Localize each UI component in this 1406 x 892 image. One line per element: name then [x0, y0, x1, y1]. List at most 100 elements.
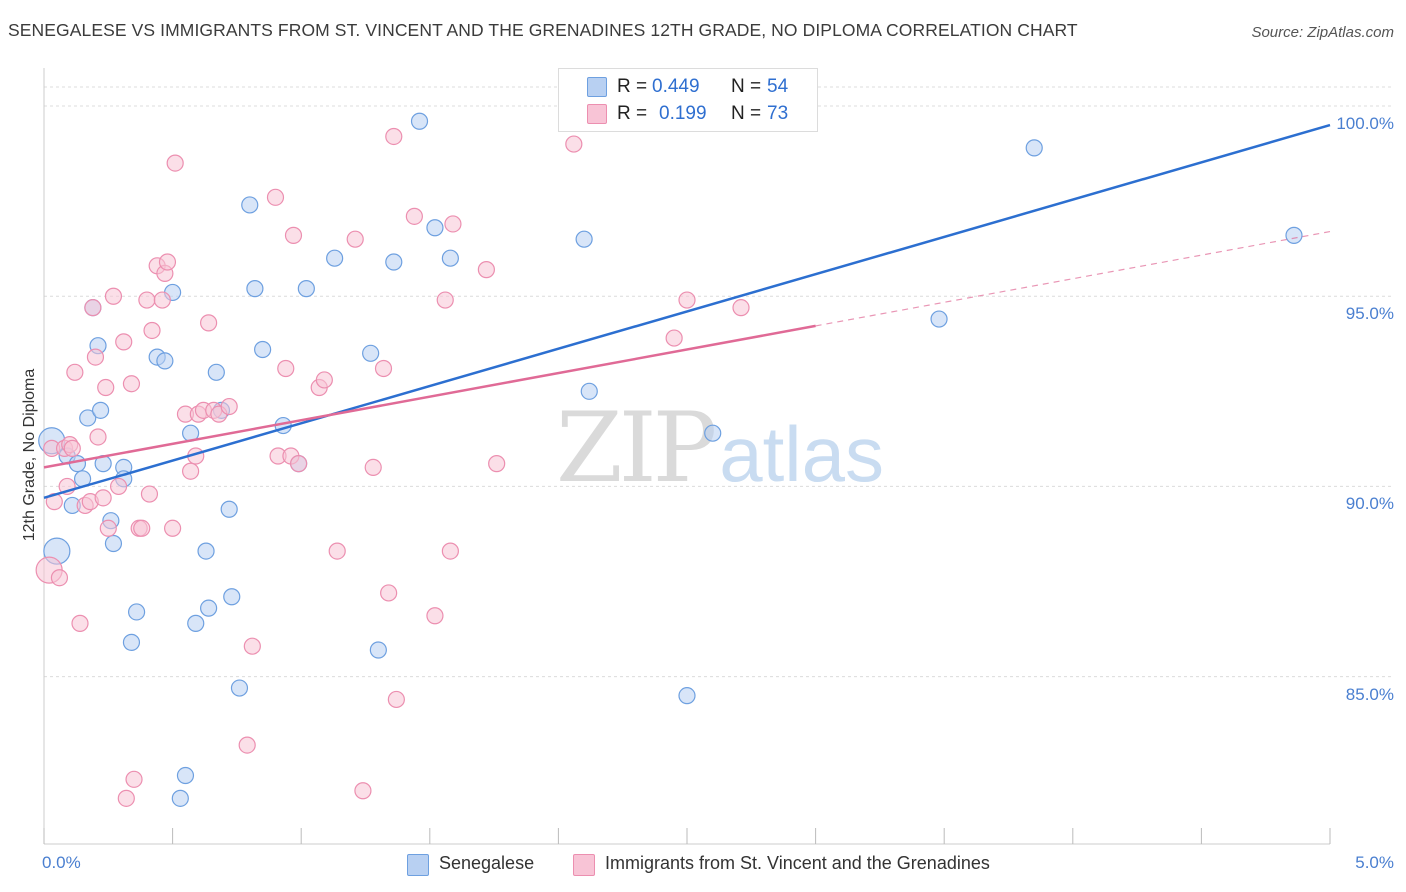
- immigrant-point: [153, 291, 171, 309]
- immigrant-point: [315, 371, 333, 389]
- senegalese-point: [580, 382, 598, 400]
- senegalese-point: [297, 280, 315, 298]
- watermark: ZIPatlas: [556, 400, 884, 497]
- stats-row-immigrants: R = 0.199 N = 73: [559, 101, 817, 127]
- immigrant-point: [243, 637, 261, 655]
- immigrant-point: [86, 348, 105, 366]
- immigrant-point: [166, 154, 184, 172]
- immigrant-point: [97, 378, 115, 397]
- immigrant-point: [678, 291, 696, 309]
- immigrant-point: [220, 397, 238, 416]
- legend-label: Immigrants from St. Vincent and the Gren…: [605, 853, 990, 873]
- source-label: Source: ZipAtlas.com: [1251, 24, 1394, 41]
- swatch-pink: [587, 104, 607, 124]
- immigrant-point: [477, 261, 495, 279]
- y-tick-label: 95.0%: [1345, 304, 1394, 324]
- watermark-atlas: atlas: [719, 410, 884, 498]
- senegalese-point: [156, 352, 174, 370]
- senegalese-point: [200, 599, 218, 617]
- immigrant-point: [374, 359, 393, 378]
- r-value: 0.449: [652, 76, 700, 97]
- immigrant-point: [71, 614, 89, 632]
- immigrant-point: [444, 215, 462, 233]
- immigrant-point: [50, 569, 69, 587]
- senegalese-point: [369, 641, 387, 659]
- immigrant-point: [665, 329, 683, 347]
- immigrant-point: [84, 299, 102, 317]
- immigrant-point: [89, 428, 107, 446]
- senegalese-trend-line: [43, 123, 1331, 500]
- immigrant-point: [277, 359, 295, 378]
- immigrant-point: [385, 127, 403, 146]
- immigrant-point: [328, 542, 346, 560]
- immigrant-point: [182, 462, 200, 480]
- immigrant-point: [63, 439, 81, 457]
- y-tick-label: 85.0%: [1345, 684, 1394, 704]
- n-label: N =: [731, 76, 762, 97]
- immigrant-point: [387, 690, 405, 709]
- immigrant-point: [565, 135, 583, 153]
- immigrant-point: [488, 455, 506, 473]
- senegalese-point: [207, 363, 225, 381]
- r-value: 0.199: [659, 103, 707, 124]
- trend-lines: [43, 123, 1331, 500]
- immigrant-point: [441, 542, 459, 560]
- senegalese-point: [197, 542, 215, 560]
- senegalese-point: [68, 455, 87, 473]
- immigrant-point: [380, 584, 398, 602]
- senegalese-point: [575, 230, 593, 248]
- y-axis-label: 12th Grade, No Diploma: [21, 368, 38, 542]
- senegalese-point: [91, 401, 110, 419]
- immigrant-point: [158, 253, 177, 271]
- legend-label: Senegalese: [439, 853, 535, 873]
- immigrant-point: [94, 489, 112, 507]
- n-value: 73: [767, 103, 789, 124]
- immigrant-trend-line: [43, 324, 816, 469]
- immigrant-point: [125, 770, 143, 788]
- senegalese-point: [930, 310, 948, 328]
- immigrant-point: [133, 519, 151, 537]
- r-label: R =: [617, 103, 648, 124]
- senegalese-point: [187, 614, 205, 632]
- immigrant-point: [436, 291, 454, 309]
- immigrant-point: [266, 188, 285, 206]
- senegalese-point: [1025, 139, 1043, 157]
- senegalese-point: [171, 789, 189, 807]
- immigrant-point: [138, 291, 156, 309]
- grid-lines: [44, 86, 1394, 678]
- immigrant-point: [354, 782, 372, 800]
- senegalese-point: [127, 603, 146, 621]
- senegalese-point: [704, 424, 722, 442]
- senegalese-point: [362, 344, 380, 362]
- immigrant-trend-extension: [815, 230, 1331, 327]
- senegalese-point: [678, 687, 696, 705]
- immigrant-point: [238, 736, 256, 754]
- senegalese-point: [385, 253, 403, 271]
- senegalese-point: [241, 196, 259, 214]
- immigrant-point: [405, 207, 423, 225]
- senegalese-point: [104, 534, 123, 553]
- senegalese-point: [122, 633, 141, 651]
- immigrant-point: [99, 519, 117, 537]
- data-points: [35, 97, 1303, 807]
- senegalese-point: [246, 280, 264, 298]
- immigrant-point: [109, 477, 128, 496]
- senegalese-point: [176, 766, 195, 785]
- y-tick-label: 100.0%: [1336, 114, 1394, 134]
- senegalese-point: [79, 409, 97, 427]
- senegalese-point: [1285, 226, 1303, 244]
- immigrant-point: [290, 455, 308, 473]
- immigrant-point: [200, 314, 218, 332]
- immigrant-point: [284, 226, 303, 244]
- senegalese-point: [426, 219, 444, 237]
- senegalese-point: [410, 112, 429, 130]
- immigrant-point: [346, 230, 364, 248]
- axes: [43, 68, 1331, 845]
- legend-swatch-blue: [407, 854, 429, 876]
- chart-title: SENEGALESE VS IMMIGRANTS FROM ST. VINCEN…: [8, 20, 1078, 40]
- watermark-zip: ZIP: [556, 392, 717, 504]
- immigrant-point: [66, 363, 84, 381]
- senegalese-point: [230, 679, 249, 697]
- x-tick-min: 0.0%: [42, 853, 81, 872]
